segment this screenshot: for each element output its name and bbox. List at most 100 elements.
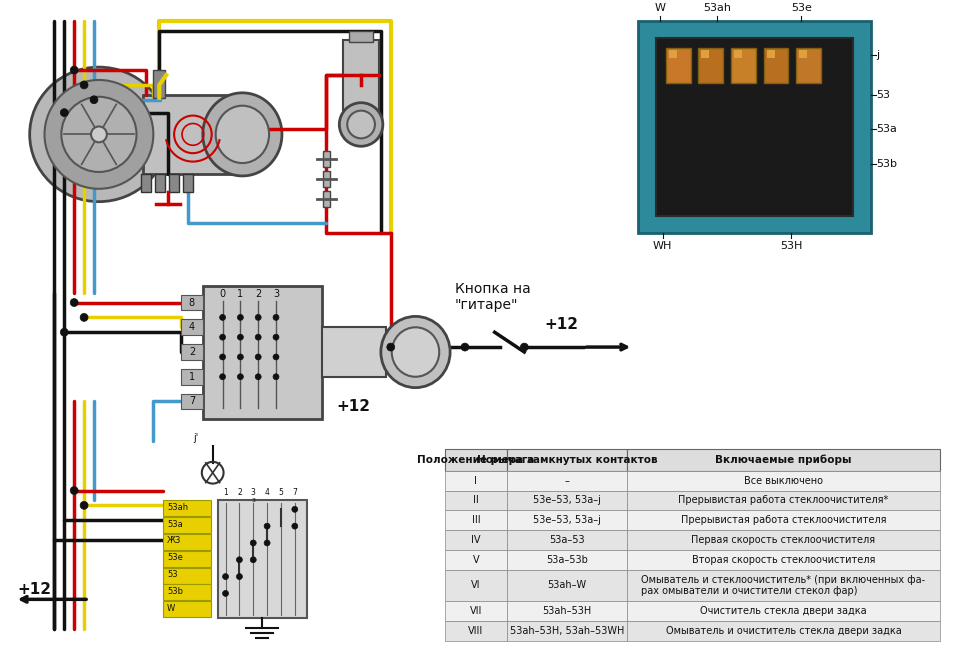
Bar: [507, 490, 627, 510]
Bar: [445, 510, 507, 530]
Text: I: I: [474, 476, 477, 486]
Ellipse shape: [255, 354, 261, 360]
Ellipse shape: [273, 314, 279, 320]
Bar: [507, 449, 627, 471]
Text: 3: 3: [252, 498, 255, 503]
Text: 53е: 53е: [167, 553, 183, 562]
Text: j': j': [193, 433, 198, 443]
Text: 53H: 53H: [780, 241, 803, 251]
Text: 1: 1: [223, 488, 228, 497]
Bar: [143, 95, 242, 174]
Bar: [203, 286, 322, 419]
Text: 53e–53, 53a–j: 53e–53, 53a–j: [533, 496, 601, 505]
Ellipse shape: [216, 105, 269, 163]
Ellipse shape: [339, 103, 383, 146]
Text: j: j: [876, 50, 879, 60]
Ellipse shape: [461, 343, 468, 351]
Text: 53a–53: 53a–53: [549, 535, 585, 545]
Text: Прерывистая работа стеклоочистителя*: Прерывистая работа стеклоочистителя*: [679, 496, 889, 505]
Bar: [154, 70, 165, 98]
Bar: [627, 550, 940, 569]
Text: Включаемые приборы: Включаемые приборы: [715, 455, 852, 465]
Bar: [163, 601, 210, 617]
Text: 2: 2: [237, 488, 242, 497]
Text: 53a: 53a: [876, 124, 898, 135]
Text: 53ah–W: 53ah–W: [547, 580, 587, 591]
Bar: [666, 49, 690, 83]
Bar: [627, 621, 940, 641]
Text: WH: WH: [653, 241, 673, 251]
Ellipse shape: [220, 314, 226, 320]
Ellipse shape: [220, 374, 226, 380]
Text: 53a: 53a: [167, 520, 183, 529]
Ellipse shape: [255, 334, 261, 340]
Bar: [163, 500, 210, 516]
Bar: [323, 151, 330, 167]
Ellipse shape: [392, 327, 440, 377]
Bar: [627, 530, 940, 550]
Bar: [349, 30, 372, 43]
Text: +12: +12: [544, 317, 578, 333]
Text: 53ah–53H, 53ah–53WH: 53ah–53H, 53ah–53WH: [510, 626, 624, 636]
Ellipse shape: [80, 81, 88, 89]
Bar: [627, 490, 940, 510]
Bar: [141, 174, 152, 192]
Bar: [507, 621, 627, 641]
Text: 1: 1: [189, 372, 195, 382]
Bar: [627, 471, 940, 490]
Bar: [181, 344, 203, 360]
Ellipse shape: [264, 523, 270, 529]
Ellipse shape: [60, 328, 68, 336]
Text: 53b: 53b: [876, 159, 898, 169]
Bar: [627, 510, 940, 530]
Text: –: –: [564, 476, 569, 486]
Ellipse shape: [80, 313, 88, 322]
Bar: [734, 50, 742, 58]
Bar: [507, 601, 627, 621]
Text: 53: 53: [876, 90, 891, 100]
Bar: [445, 449, 507, 471]
Ellipse shape: [60, 109, 68, 116]
Ellipse shape: [70, 299, 78, 307]
Bar: [344, 40, 379, 109]
Bar: [507, 569, 627, 601]
Ellipse shape: [70, 487, 78, 494]
Text: 0: 0: [220, 289, 226, 299]
Ellipse shape: [255, 314, 261, 320]
Bar: [445, 490, 507, 510]
Text: Ж͂3: Ж͂3: [167, 536, 181, 545]
Ellipse shape: [61, 97, 136, 172]
Text: 3: 3: [273, 289, 279, 299]
Text: Кнопка на
"гитаре": Кнопка на "гитаре": [455, 282, 531, 313]
Text: 53e: 53e: [791, 3, 812, 13]
Ellipse shape: [273, 354, 279, 360]
Text: 53ah: 53ah: [704, 3, 732, 13]
Bar: [800, 50, 807, 58]
Bar: [445, 621, 507, 641]
Bar: [699, 49, 723, 83]
Bar: [656, 38, 852, 215]
Bar: [627, 449, 940, 471]
Text: Омыватель и очиститель стекла двери задка: Омыватель и очиститель стекла двери задк…: [665, 626, 901, 636]
Text: Первая скорость стеклоочистителя: Первая скорость стеклоочистителя: [691, 535, 876, 545]
Bar: [627, 601, 940, 621]
Bar: [507, 471, 627, 490]
Bar: [322, 327, 386, 377]
Bar: [163, 567, 210, 584]
Ellipse shape: [264, 540, 270, 546]
Text: 2: 2: [189, 347, 195, 357]
Ellipse shape: [236, 574, 242, 580]
Bar: [183, 174, 193, 192]
Text: 53e–53, 53a–j: 53e–53, 53a–j: [533, 515, 601, 525]
Text: 7: 7: [189, 397, 195, 406]
Text: 4: 4: [265, 488, 270, 497]
Text: 53: 53: [167, 570, 178, 579]
Text: 5: 5: [278, 488, 283, 497]
Text: W: W: [655, 3, 665, 13]
Bar: [507, 550, 627, 569]
Text: 53b: 53b: [167, 587, 183, 596]
Bar: [627, 569, 940, 601]
Ellipse shape: [520, 343, 528, 351]
Bar: [218, 500, 306, 618]
Text: Положение рычага: Положение рычага: [418, 455, 535, 465]
